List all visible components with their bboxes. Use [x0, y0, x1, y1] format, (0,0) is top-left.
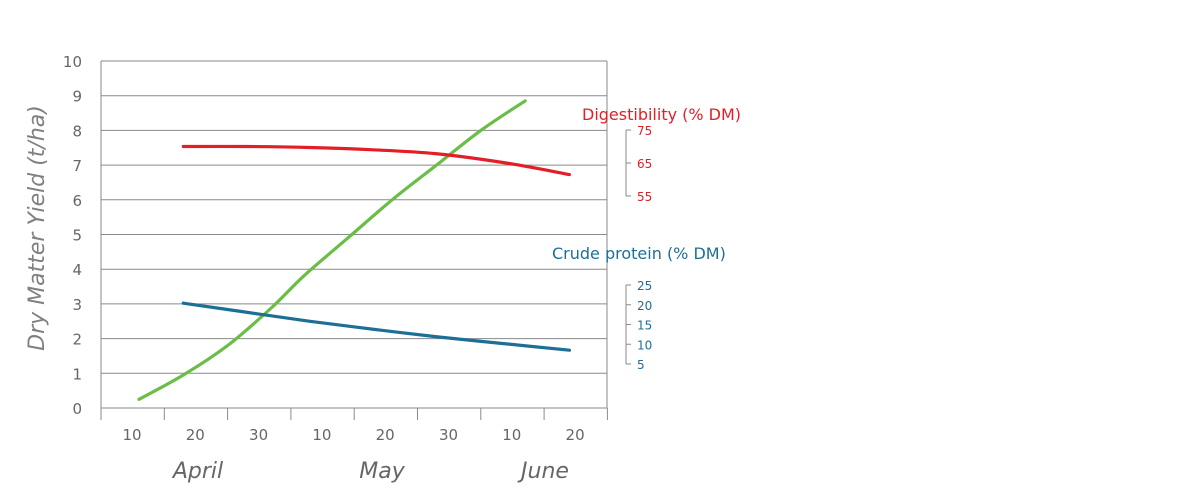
digestibility-tick-label: 55 — [637, 190, 652, 204]
crude-protein-tick-label: 10 — [637, 338, 652, 352]
x-tick-label: 20 — [186, 426, 205, 444]
x-tick-label: 20 — [376, 426, 395, 444]
x-tick-label: 10 — [122, 426, 141, 444]
crude-protein-tick-label: 20 — [637, 299, 652, 313]
y-tick-label: 8 — [72, 122, 82, 140]
month-labels: April May June — [171, 459, 569, 484]
y-tick-label: 4 — [72, 261, 82, 279]
digestibility-tick-label: 65 — [637, 157, 652, 171]
y-tick-label: 1 — [72, 365, 82, 383]
series-line-digestibility-dm — [181, 144, 572, 177]
y-tick-label: 5 — [72, 227, 82, 245]
y-tick-label: 0 — [72, 400, 82, 418]
series-line-crude-protein-dm — [181, 301, 572, 352]
crude-protein-tick-label: 15 — [637, 319, 652, 333]
x-tick-label: 20 — [566, 426, 585, 444]
crude-protein-tick-label: 5 — [637, 358, 645, 372]
x-tick-label: 30 — [439, 426, 458, 444]
series-line-dry-matter-yield — [137, 99, 527, 401]
y-tick-label: 7 — [72, 157, 82, 175]
digestibility-tick-label: 75 — [637, 124, 652, 138]
digestibility-axis: 75 65 55 — [625, 124, 652, 204]
x-tick-label: 10 — [502, 426, 521, 444]
x-tick-label: 30 — [249, 426, 268, 444]
month-label: June — [517, 459, 569, 484]
x-tick-label: 10 — [312, 426, 331, 444]
crude-protein-axis-title: Crude protein (% DM) — [552, 244, 726, 263]
crude-protein-tick-label: 25 — [637, 279, 652, 293]
y-tick-labels: 0 1 2 3 4 5 6 7 8 9 10 — [63, 53, 82, 418]
x-tick-labels: 10 20 30 10 20 30 10 20 — [100, 408, 608, 444]
y-tick-label: 3 — [72, 296, 82, 314]
month-label: April — [171, 459, 223, 484]
month-label: May — [359, 459, 405, 484]
series-lines — [137, 99, 572, 401]
digestibility-axis-title: Digestibility (% DM) — [582, 105, 741, 124]
y-tick-label: 9 — [72, 88, 82, 106]
crude-protein-axis: 25 20 15 10 5 — [625, 279, 652, 372]
y-axis-title: Dry Matter Yield (t/ha) — [25, 105, 50, 351]
y-tick-label: 6 — [72, 192, 82, 210]
y-tick-label: 10 — [63, 53, 82, 71]
y-tick-label: 2 — [72, 331, 82, 349]
